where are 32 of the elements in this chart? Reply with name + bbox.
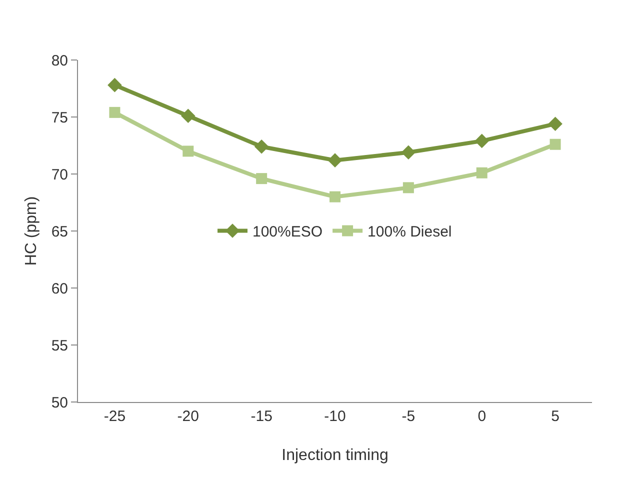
legend-label: 100%ESO: [252, 224, 323, 241]
x-tick-label: -15: [250, 408, 272, 425]
y-axis-title: HC (ppm): [23, 196, 40, 266]
x-tick-label: -5: [402, 408, 416, 425]
y-tick-label: 75: [51, 109, 68, 126]
point: [254, 139, 269, 154]
point: [550, 138, 561, 150]
point: [328, 153, 342, 168]
x-tick-label: -10: [324, 408, 346, 425]
y-tick-label: 65: [51, 223, 68, 240]
y-tick-label: 80: [51, 52, 68, 70]
x-tick-label: -25: [104, 408, 126, 425]
x-tick-label: 0: [478, 408, 486, 425]
point: [401, 145, 416, 160]
point: [548, 116, 562, 131]
point: [476, 167, 488, 178]
y-tick-label: 55: [51, 337, 68, 354]
x-tick-label: -20: [177, 408, 199, 425]
x-tick-label: 5: [551, 408, 560, 425]
x-axis-title: Injection timing: [282, 447, 388, 464]
y-tick-label: 60: [51, 280, 68, 298]
point: [474, 134, 490, 148]
point: [182, 146, 194, 157]
legend-label: 100% Diesel: [368, 224, 452, 241]
y-tick-label: 50: [51, 394, 68, 412]
point: [109, 106, 120, 118]
point: [330, 191, 340, 202]
point: [180, 108, 196, 124]
point: [256, 173, 268, 184]
y-tick-label: 70: [51, 166, 68, 184]
point: [402, 182, 414, 194]
point: [108, 78, 122, 92]
